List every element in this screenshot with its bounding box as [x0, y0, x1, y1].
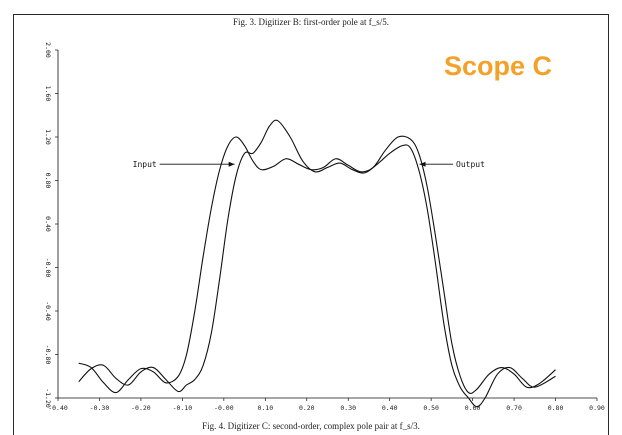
x-tick-label: 0.80 [548, 404, 564, 412]
y-tick-label: 2.00 [44, 42, 52, 58]
series-layer [78, 119, 556, 408]
annotation-label-output: Output [456, 160, 485, 169]
annotation-arrowhead-input [228, 161, 235, 167]
x-tick-label: 0.70 [506, 404, 522, 412]
annotation-arrowhead-output [419, 161, 426, 167]
chart-axes [57, 50, 597, 399]
x-tick-label: 0.30 [340, 404, 356, 412]
overlay-title: Scope C [444, 51, 553, 81]
series-line-input [78, 135, 556, 394]
bottom-figure-caption: Fig. 4. Digitizer C: second-order, compl… [202, 421, 420, 431]
x-tick-label: -0.40 [48, 404, 68, 412]
x-tick-label: 0.10 [257, 404, 273, 412]
y-tick-label: -0.80 [44, 345, 52, 365]
x-axis-ticks: -0.40 -0.30 -0.20 -0.10 -0.00 0.10 0.20 0.30 0.4… [48, 398, 605, 412]
x-tick-label: 0.50 [423, 404, 439, 412]
y-tick-label: -0.00 [44, 258, 52, 278]
figure-frame [13, 14, 609, 435]
y-axis-ticks: 2.00 1.60 1.20 0.80 0.40 -0.00 -0.40 -0.80 -1.20 [44, 42, 58, 408]
x-tick-label: 0.60 [465, 404, 481, 412]
x-tick-label: 0.90 [589, 404, 605, 412]
series-line-output [78, 119, 556, 408]
y-tick-label: 1.60 [44, 86, 52, 102]
x-tick-label: 0.40 [382, 404, 398, 412]
x-tick-label: -0.30 [90, 404, 110, 412]
y-tick-label: -0.40 [44, 301, 52, 321]
y-tick-label: 0.40 [44, 216, 52, 232]
y-tick-label: 0.80 [44, 173, 52, 189]
top-figure-caption: Fig. 3. Digitizer B: first-order pole at… [233, 17, 389, 27]
x-tick-label: 0.20 [299, 404, 315, 412]
y-tick-label: 1.20 [44, 129, 52, 145]
y-tick-label: -1.20 [44, 388, 52, 408]
x-tick-label: -0.00 [214, 404, 234, 412]
annotation-label-input: Input [133, 160, 157, 169]
annotation-layer: Input Output [133, 160, 485, 169]
x-tick-label: -0.20 [131, 404, 151, 412]
x-tick-label: -0.10 [173, 404, 193, 412]
